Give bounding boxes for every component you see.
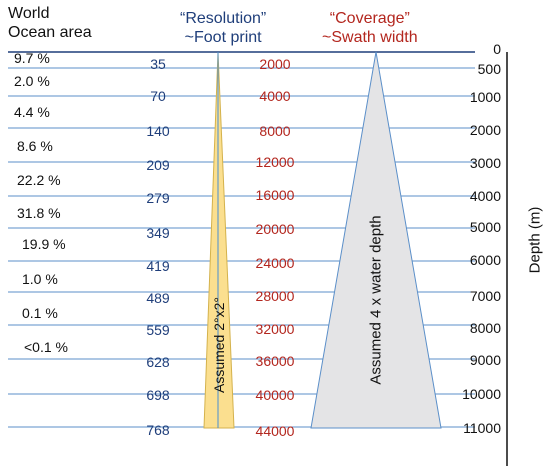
footprint-value: 70 — [150, 88, 166, 104]
swath-value: 36000 — [255, 353, 295, 369]
swath-value: 4000 — [259, 88, 291, 104]
coverage-header-line1: “Coverage” — [329, 10, 410, 27]
coverage-header: “Coverage” ~Swath width — [322, 9, 418, 47]
swath-value: 40000 — [255, 387, 295, 403]
swath-value: 20000 — [255, 221, 295, 237]
ocean-area-pct: <0.1 % — [24, 339, 68, 355]
ocean-area-pct: 31.8 % — [17, 205, 61, 221]
depth-tick-label: 6000 — [469, 252, 501, 268]
depth-tick-label: 1000 — [469, 89, 501, 105]
resolution-header-line2: ~Foot print — [184, 29, 262, 47]
depth-tick-label: 8000 — [469, 320, 501, 336]
swath-value: 16000 — [255, 187, 295, 203]
footprint-value: 628 — [146, 354, 170, 370]
depth-tick-label: 9000 — [469, 352, 501, 368]
swath-value: 8000 — [259, 123, 291, 139]
ocean-area-pct: 2.0 % — [14, 73, 50, 89]
swath-value: 28000 — [255, 288, 295, 304]
footprint-value: 419 — [146, 258, 170, 274]
depth-tick-label: 10000 — [462, 386, 501, 402]
footprint-value: 698 — [146, 387, 170, 403]
footprint-value: 349 — [146, 225, 170, 241]
world-ocean-header: World Ocean area — [8, 4, 92, 42]
footprint-value: 35 — [150, 56, 166, 72]
depth-tick-label: 500 — [477, 61, 501, 77]
resolution-header-line1: “Resolution” — [180, 10, 267, 27]
swath-value: 12000 — [255, 154, 295, 170]
swath-value: 32000 — [255, 321, 295, 337]
depth-tick-label: 4000 — [469, 188, 501, 204]
coverage-header-line2: ~Swath width — [322, 29, 418, 47]
depth-tick-label: 0 — [493, 41, 501, 57]
swath-value: 2000 — [259, 56, 291, 72]
swath-value: 24000 — [255, 255, 295, 271]
ocean-area-pct: 22.2 % — [17, 172, 61, 188]
footprint-value: 768 — [146, 422, 170, 438]
swath-triangle — [310, 51, 442, 429]
ocean-area-pct: 19.9 % — [22, 236, 66, 252]
depth-axis-label: Depth (m) — [526, 206, 544, 274]
resolution-header: “Resolution” ~Foot print — [180, 9, 266, 47]
swath-value: 44000 — [255, 423, 295, 439]
ocean-area-pct: 0.1 % — [22, 305, 58, 321]
depth-tick-label: 7000 — [469, 288, 501, 304]
footprint-value: 279 — [146, 190, 170, 206]
ocean-area-pct: 4.4 % — [14, 104, 50, 120]
beam-angle-label: Assumed 2°x2° — [211, 296, 227, 394]
ocean-area-pct: 8.6 % — [17, 138, 53, 154]
depth-tick-label: 11000 — [463, 420, 501, 436]
depth-tick-label: 2000 — [469, 122, 501, 138]
world-header-line2: Ocean area — [8, 24, 92, 42]
footprint-value: 140 — [146, 123, 170, 139]
world-header-line1: World — [8, 5, 50, 22]
footprint-value: 209 — [146, 157, 170, 173]
beam-triangle — [203, 51, 235, 429]
depth-tick-label: 3000 — [469, 155, 501, 171]
swath-width-label: Assumed 4 x water depth — [367, 215, 385, 385]
ocean-area-pct: 9.7 % — [14, 50, 50, 66]
ocean-area-pct: 1.0 % — [22, 271, 58, 287]
footprint-value: 489 — [146, 290, 170, 306]
footprint-value: 559 — [146, 322, 170, 338]
depth-tick-label: 5000 — [469, 219, 501, 235]
